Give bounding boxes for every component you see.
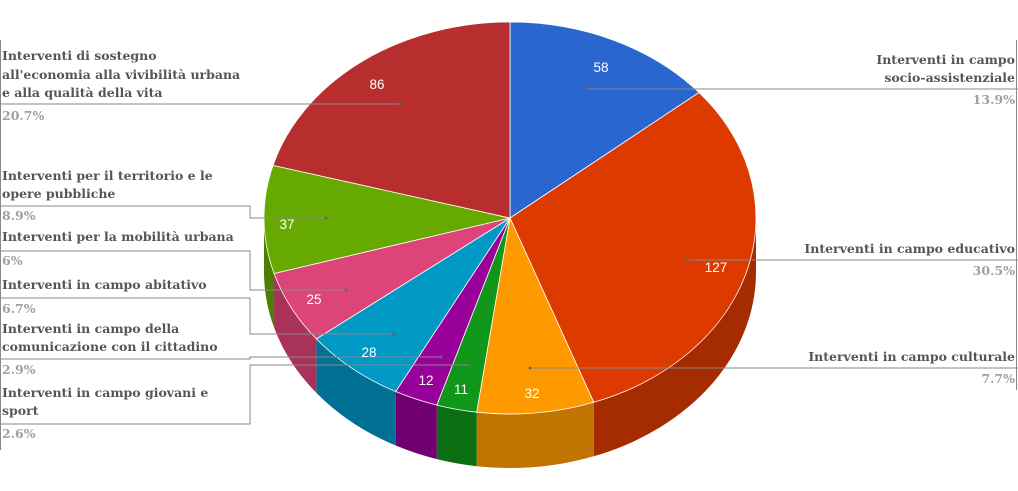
data-label: 11 [454,382,468,397]
slice-label: opere pubbliche [2,186,115,201]
leader-dot [344,288,348,292]
leader-line [0,297,393,335]
leader-dot [398,102,402,106]
leader-line [0,250,346,291]
slice-label: Interventi in campo abitativo [2,277,207,292]
pie-side-1 [593,218,756,457]
pie-slice[interactable] [509,92,757,403]
pie-slice[interactable] [476,216,595,415]
data-label: 12 [418,373,433,388]
slice-percent: 6.7% [2,301,36,316]
slice-percent: 8.9% [2,208,36,223]
pie-slice[interactable] [509,21,700,219]
leader-dot [324,216,328,220]
slice-label: Interventi in campo educativo [804,241,1015,256]
data-label: 25 [306,292,321,307]
data-label: 127 [705,260,728,275]
slice-label: socio-assistenziale [884,70,1015,85]
data-label: 58 [593,60,608,75]
slice-label: Interventi di sostegno [2,48,157,63]
leader-dot [585,87,589,91]
pie-side-5 [316,338,396,446]
slice-percent: 2.9% [2,362,36,377]
slice-label: Interventi per la mobilità urbana [2,229,234,244]
slice-label: all'economia alla vivibilità urbana [2,67,240,82]
pie-side-2 [476,402,594,468]
leader-dot [468,363,472,367]
pie-side-3 [436,405,477,467]
data-label: 86 [369,77,384,92]
pie-slice[interactable] [272,21,511,219]
slice-percent: 30.5% [973,263,1015,278]
slice-label: Interventi per il territorio e le [2,168,213,183]
slice-label: Interventi in campo giovani e [2,385,208,400]
leader-line [0,356,441,360]
pie-side-6 [274,273,317,393]
slice-percent: 7.7% [981,371,1015,386]
slice-label: Interventi in campo culturale [808,349,1015,364]
leader-dot [391,332,395,336]
pie-side-4 [395,391,437,460]
leader-line [0,205,326,219]
slice-label: e alla qualità della vita [2,85,163,100]
slice-percent: 20.7% [2,108,44,123]
slice-label: sport [2,403,39,418]
slice-label: comunicazione con il cittadino [2,339,218,354]
slice-label: Interventi in campo della [2,321,179,336]
slice-percent: 6% [2,253,23,268]
data-label: 32 [524,386,539,401]
data-label: 37 [279,217,294,232]
pie-side-7 [264,218,275,328]
slice-percent: 13.9% [973,92,1015,107]
leader-dot [685,258,689,262]
pie-slice[interactable] [263,164,511,274]
data-label: 28 [361,345,376,360]
slice-label: Interventi in campo [876,52,1015,67]
leader-line [0,364,470,425]
slice-percent: 2.6% [2,426,36,441]
leader-dot [528,366,532,370]
leader-dot [439,355,443,359]
